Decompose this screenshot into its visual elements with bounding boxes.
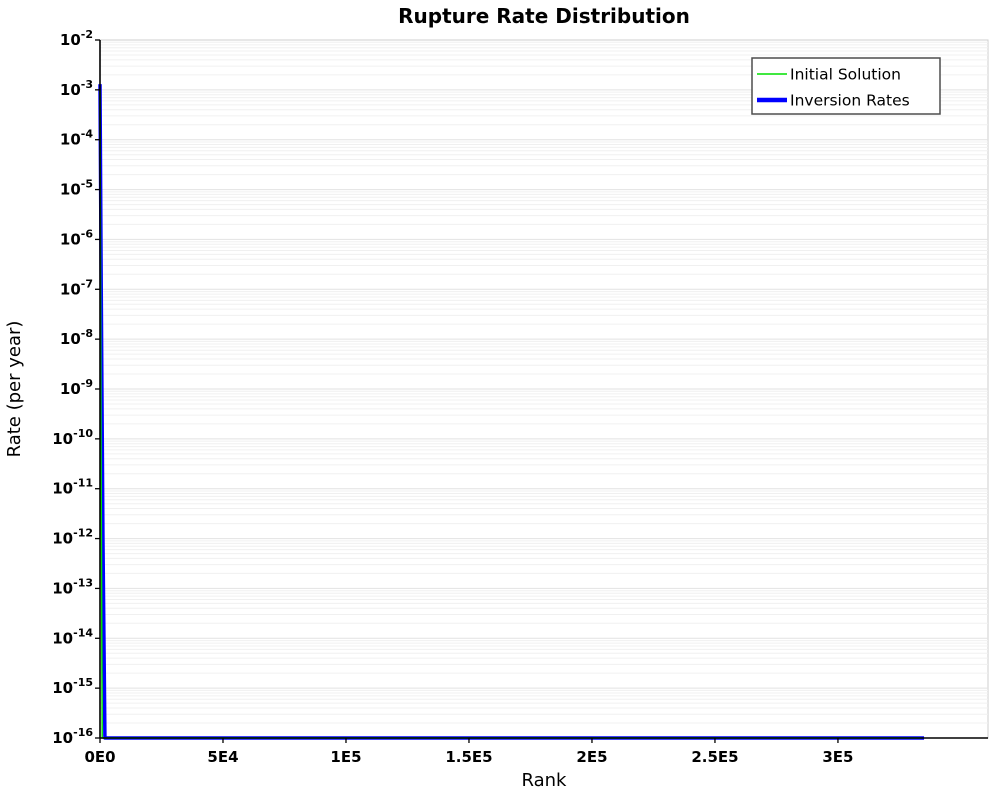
x-tick-label: 5E4 <box>207 748 238 766</box>
y-tick-label: 10-5 <box>60 178 93 199</box>
chart-title: Rupture Rate Distribution <box>398 4 690 28</box>
x-tick-label: 1.5E5 <box>445 748 492 766</box>
y-tick-label: 10-13 <box>52 576 93 597</box>
legend-entry: Inversion Rates <box>757 92 910 110</box>
x-tick-label: 0E0 <box>84 748 115 766</box>
y-tick-label: 10-12 <box>52 527 93 548</box>
x-axis-label: Rank <box>522 770 568 791</box>
y-tick-label: 10-3 <box>60 78 93 99</box>
y-tick-label: 10-9 <box>60 377 93 398</box>
y-axis-label: Rate (per year) <box>4 321 25 458</box>
y-tick-label: 10-10 <box>52 427 93 448</box>
y-tick-label: 10-15 <box>52 676 93 697</box>
legend: Initial Solution Inversion Rates <box>751 57 941 115</box>
x-tick-label: 2.5E5 <box>691 748 738 766</box>
y-tick-label: 10-14 <box>52 626 93 647</box>
y-tick-label: 10-6 <box>60 227 93 248</box>
x-tick-label: 2E5 <box>576 748 607 766</box>
legend-label: Initial Solution <box>790 66 901 84</box>
y-tick-label: 10-7 <box>60 277 93 298</box>
y-tick-label: 10-16 <box>52 726 93 747</box>
y-tick-label: 10-11 <box>52 477 93 498</box>
x-tick-label: 3E5 <box>822 748 853 766</box>
y-tick-label: 10-4 <box>60 128 93 149</box>
legend-box <box>751 57 941 115</box>
x-tick-label: 1E5 <box>330 748 361 766</box>
legend-entry: Initial Solution <box>757 66 901 84</box>
y-tick-label: 10-8 <box>60 327 93 348</box>
legend-label: Inversion Rates <box>790 92 910 110</box>
y-tick-label: 10-2 <box>60 28 93 49</box>
